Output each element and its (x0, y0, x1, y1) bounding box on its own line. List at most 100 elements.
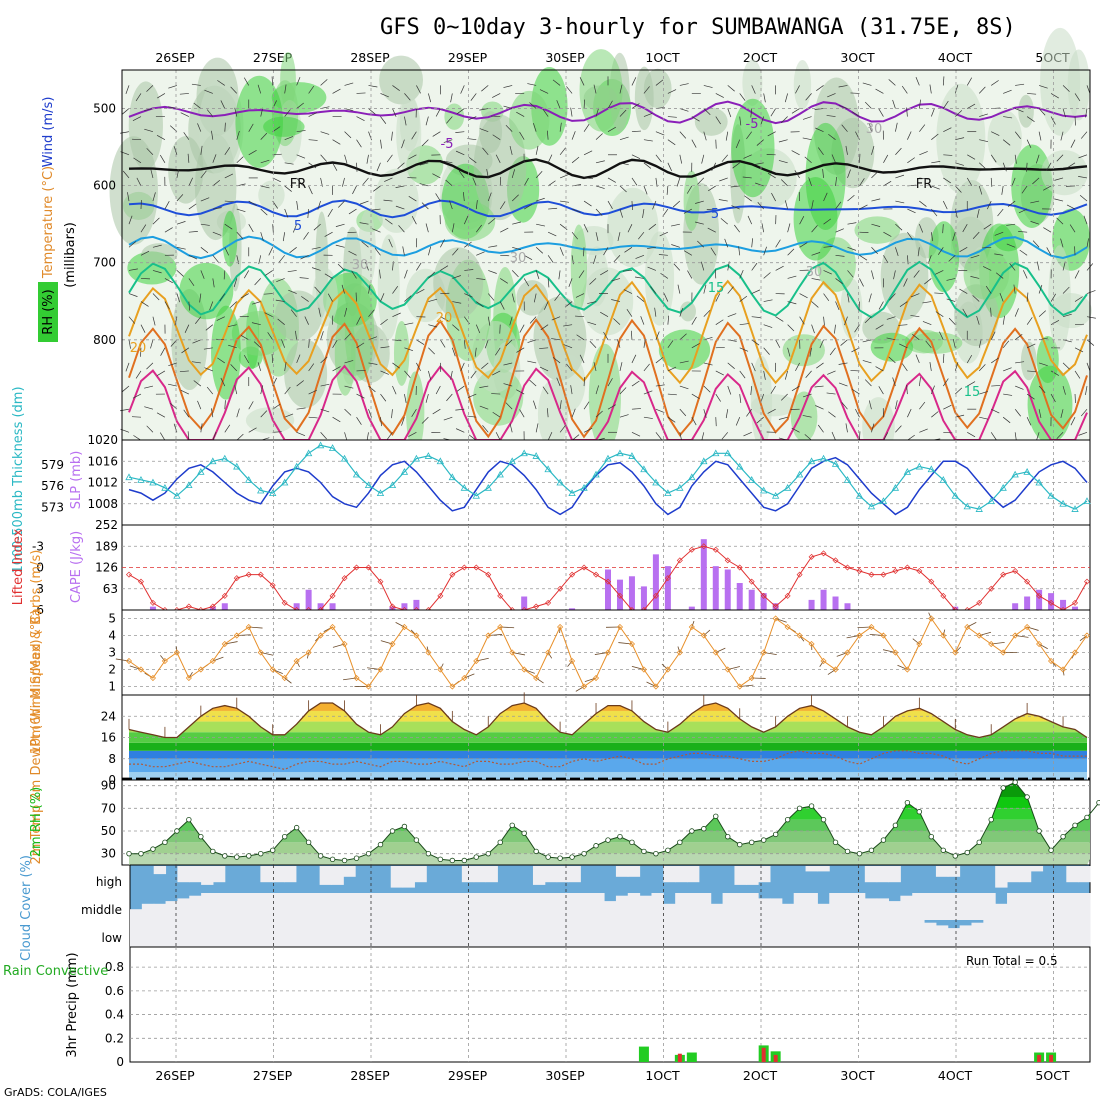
wind-barb (372, 228, 381, 233)
wind-barb (475, 324, 481, 334)
wind-barb (135, 370, 142, 379)
cloud-grid (175, 865, 1054, 947)
wind-barb (611, 299, 621, 302)
wind-barb (544, 301, 549, 310)
rh-point (820, 816, 827, 823)
wind-barb (511, 293, 515, 303)
wind-barb (416, 85, 421, 94)
rh-point (569, 854, 575, 860)
cloud-gap (355, 893, 368, 920)
wind-barb (750, 386, 753, 396)
wind-barb (200, 270, 205, 279)
cloud-gap (130, 909, 143, 920)
slp-point (460, 483, 468, 491)
lifted-point (676, 557, 683, 564)
wind-barb (1086, 316, 1096, 319)
wind-barb (535, 170, 543, 179)
wind-barb (847, 270, 854, 278)
wind-barb (296, 431, 306, 436)
wind-barb (952, 232, 956, 241)
cloud-gap (580, 920, 593, 947)
wind-barb (176, 246, 186, 250)
rh-point (808, 803, 815, 809)
wind-barb (368, 284, 371, 294)
lifted-point (1000, 571, 1007, 578)
wind-barb (871, 423, 875, 433)
wind-barb (1006, 243, 1016, 248)
wind-barb (260, 385, 264, 395)
wind-barb (643, 416, 653, 419)
wind-barb (734, 224, 741, 233)
wind-barb (1038, 310, 1047, 317)
lifted-point (760, 592, 767, 599)
wind-barb (495, 432, 501, 441)
cloud-gap (331, 893, 344, 920)
wind-barb (587, 321, 597, 326)
wind-barb (181, 347, 190, 354)
wind-barb (168, 362, 178, 367)
wind-barb (642, 208, 645, 218)
wind-barb (919, 377, 921, 387)
wind-barb (219, 293, 226, 302)
cloud-gap (568, 920, 581, 947)
wind-barb (1002, 416, 1011, 424)
wind-barb (1074, 347, 1084, 353)
wind-barb (1015, 108, 1024, 113)
wind-barb (962, 223, 968, 233)
cloud-gap (212, 893, 226, 920)
cloud-gap (770, 898, 783, 920)
wind-barb (392, 108, 397, 117)
wind-barb (676, 177, 681, 187)
wind-barb (571, 408, 576, 418)
wind-speed-point (353, 674, 360, 682)
rh-point (557, 855, 563, 861)
wind-barb (727, 85, 735, 92)
cloud-gap (177, 898, 190, 920)
wind-barb (603, 247, 609, 256)
wind-barb (622, 270, 632, 272)
wind-barb (539, 347, 549, 349)
wind-barb (875, 88, 884, 94)
wind-barb (401, 417, 405, 426)
wind-barb (559, 122, 562, 132)
wind-barb (503, 383, 513, 387)
wind-barb (959, 246, 968, 253)
wind-barb (374, 247, 381, 256)
rh-point (593, 843, 599, 849)
rh-point (234, 854, 240, 860)
cape-bar (389, 606, 396, 610)
wind-barb (895, 174, 905, 179)
wind-barb (560, 200, 570, 203)
wind-barb (180, 112, 190, 117)
wind-barb (272, 126, 281, 132)
lifted-line (128, 545, 1088, 611)
wind-barb (313, 223, 321, 231)
cloud-gap (390, 866, 404, 888)
wind-barb (979, 139, 989, 143)
wind-barb (197, 123, 202, 132)
wind-barb (440, 239, 445, 248)
wind-barb (859, 204, 868, 210)
cloud-gap (367, 920, 380, 947)
wind-barb (751, 316, 761, 318)
slp-point (1035, 478, 1043, 486)
cloud-gap (876, 898, 890, 920)
wind-speed-point (209, 657, 216, 665)
wind-barb (419, 183, 429, 187)
wind-barb (164, 201, 170, 210)
thickness-tick-label: 576 (41, 479, 64, 493)
wind-barb (516, 347, 525, 353)
wind-barb (320, 79, 328, 86)
wind-barb (767, 408, 776, 414)
lifted-point (497, 592, 504, 599)
wind-barb (368, 336, 378, 341)
cloud-gap (402, 866, 415, 888)
rh-point (281, 833, 288, 840)
lifted-point (1012, 568, 1019, 575)
wind-barb (421, 416, 429, 424)
rh-shade-blob (793, 60, 812, 110)
wind-barb (814, 108, 824, 110)
